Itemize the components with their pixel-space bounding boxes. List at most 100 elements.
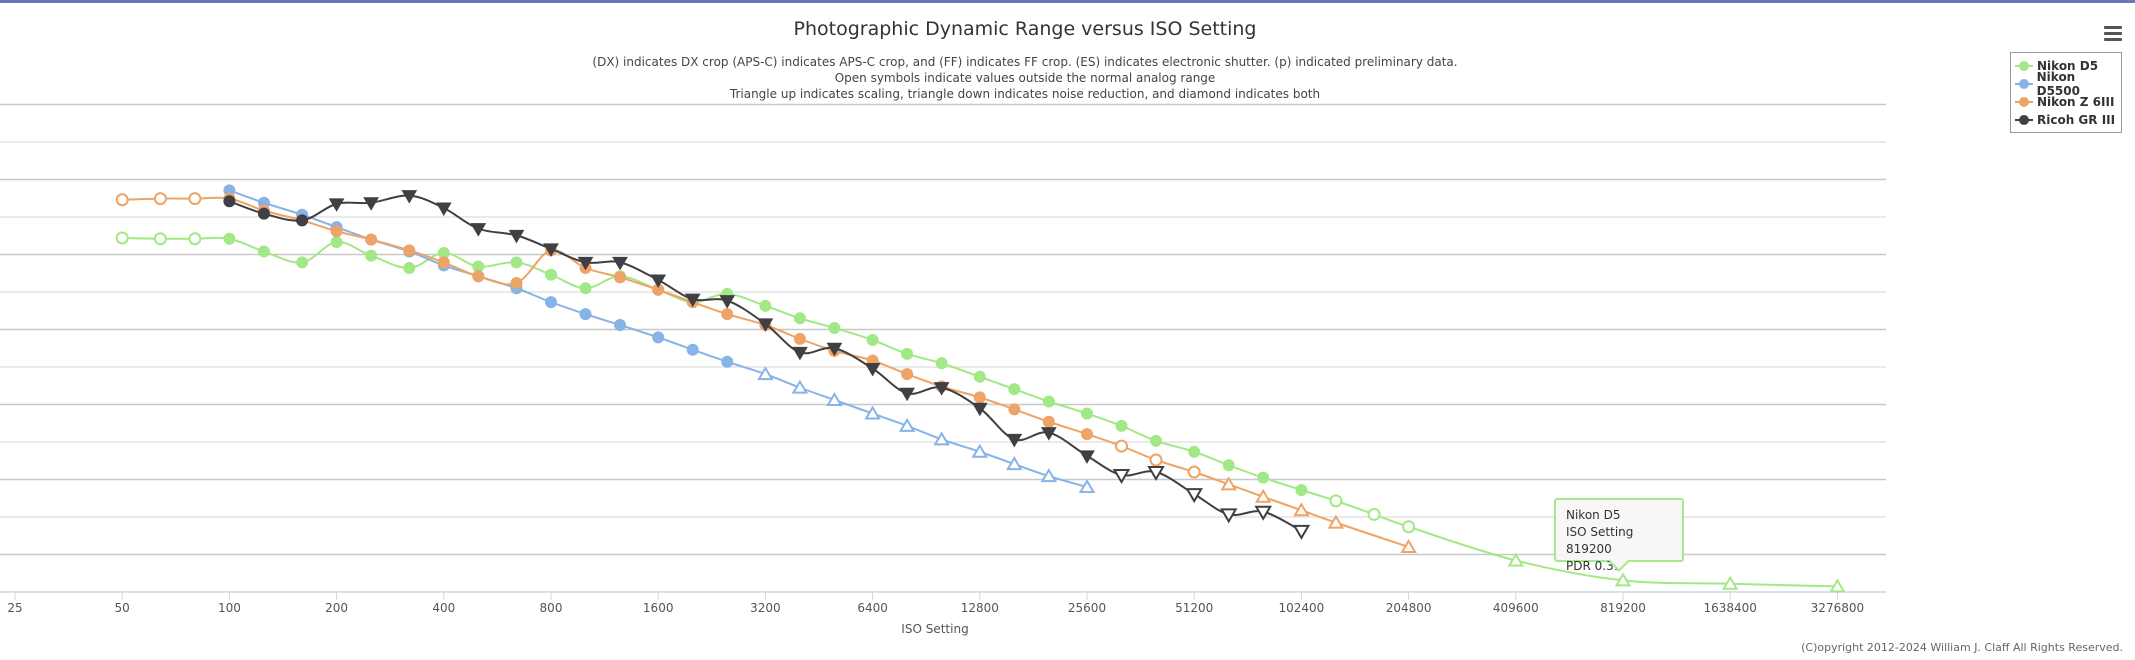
data-point-circle — [257, 245, 270, 258]
x-tick-label: 1638400 — [1703, 601, 1756, 615]
chart-subtitle-line-1: (DX) indicates DX crop (APS-C) indicates… — [592, 55, 1458, 69]
data-point-circle — [1008, 383, 1021, 396]
legend-label: Nikon D5 — [2037, 59, 2099, 73]
data-point-triangle-down — [864, 363, 881, 377]
x-tick-label: 204800 — [1386, 601, 1432, 615]
legend: Nikon D5 Nikon D5500 Nikon Z 6III Ricoh … — [2010, 52, 2122, 133]
data-point-triangle-down — [826, 342, 843, 357]
chart-subtitle-line-2: Open symbols indicate values outside the… — [834, 71, 1216, 85]
data-point-circle — [1115, 439, 1129, 453]
data-point-triangle-up — [1721, 575, 1739, 590]
data-point-circle — [296, 256, 309, 269]
data-point-triangle-up — [971, 443, 989, 458]
data-point-circle — [614, 271, 627, 284]
legend-symbol — [2015, 60, 2033, 72]
x-tick-label: 6400 — [857, 601, 888, 615]
data-point-circle — [223, 195, 236, 208]
data-point-circle — [1042, 415, 1055, 428]
legend-label: Nikon Z 6III — [2037, 95, 2115, 109]
data-point-triangle-down — [1292, 524, 1311, 540]
data-point-triangle-down — [401, 190, 418, 204]
data-point-circle — [403, 262, 416, 274]
legend-label: Ricoh GR III — [2037, 113, 2116, 127]
data-point-circle — [759, 299, 772, 312]
data-point-triangle-down — [1254, 505, 1272, 521]
x-tick-label: 12800 — [961, 601, 999, 615]
data-point-circle — [686, 343, 699, 356]
data-point-triangle-up — [757, 366, 774, 381]
data-point-circle — [579, 308, 592, 321]
legend-item-ricoh-gr-iii[interactable]: Ricoh GR III — [2015, 111, 2121, 129]
data-point-circle — [153, 192, 167, 206]
data-point-triangle-down — [933, 382, 950, 396]
data-point-triangle-down — [1006, 433, 1023, 448]
data-point-triangle-down — [719, 295, 736, 309]
data-point-triangle-up — [1220, 476, 1237, 491]
data-point-circle — [257, 207, 270, 220]
chart-title: Photographic Dynamic Range versus ISO Se… — [793, 18, 1257, 40]
data-point-circle — [1402, 520, 1416, 534]
hamburger-menu-icon[interactable] — [2104, 26, 2122, 42]
data-point-triangle-down — [328, 198, 345, 212]
data-point-triangle-down — [757, 318, 774, 332]
data-point-triangle-up — [1614, 572, 1632, 587]
x-tick-label: 3200 — [750, 601, 781, 615]
data-point-circle — [115, 231, 129, 245]
data-point-circle — [1115, 419, 1128, 432]
data-point-circle — [1149, 453, 1163, 467]
tooltip-iso: ISO Setting 819200 — [1566, 525, 1634, 556]
legend-symbol — [2015, 114, 2033, 126]
data-point-circle — [510, 256, 523, 269]
data-point-circle — [793, 312, 806, 325]
data-point-circle — [115, 193, 129, 207]
data-point-triangle-up — [1293, 502, 1310, 517]
data-point-triangle-down — [543, 243, 559, 257]
data-point-triangle-down — [899, 387, 915, 402]
data-point-circle — [1188, 445, 1201, 458]
data-point-circle — [721, 308, 734, 321]
data-point-triangle-up — [1400, 539, 1417, 553]
x-tick-label: 200 — [325, 601, 348, 615]
legend-item-nikon-z6iii[interactable]: Nikon Z 6III — [2015, 93, 2121, 111]
data-point-circle — [188, 232, 202, 246]
data-point-circle — [153, 232, 167, 246]
chart-subtitle-line-3: Triangle up indicates scaling, triangle … — [729, 87, 1321, 101]
data-point-circle — [793, 332, 806, 345]
x-tick-label: 25600 — [1068, 601, 1106, 615]
data-point-circle — [223, 232, 236, 245]
data-point-circle — [1295, 484, 1308, 496]
data-point-circle — [1257, 471, 1270, 484]
data-point-triangle-down — [684, 293, 701, 308]
data-point-circle — [652, 331, 665, 344]
data-point-circle — [1187, 465, 1201, 479]
data-point-triangle-down — [1219, 508, 1238, 524]
x-tick-label: 102400 — [1278, 601, 1324, 615]
x-tick-label: 800 — [540, 601, 563, 615]
legend-item-nikon-d5[interactable]: Nikon D5 — [2015, 57, 2121, 75]
x-tick-label: 400 — [432, 601, 455, 615]
data-point-circle — [330, 236, 343, 249]
data-point-circle — [365, 249, 378, 262]
data-point-triangle-up — [791, 379, 809, 394]
data-point-circle — [973, 391, 986, 404]
data-point-circle — [472, 270, 485, 283]
legend-item-nikon-d5500[interactable]: Nikon D5500 — [2015, 70, 2121, 98]
x-axis-title: ISO Setting — [901, 622, 969, 636]
data-point-circle — [579, 282, 592, 295]
data-point-triangle-down — [1112, 469, 1131, 484]
tooltip-value: PDR 0.31 — [1566, 559, 1622, 573]
data-point-circle — [365, 233, 378, 246]
data-point-circle — [1081, 428, 1093, 441]
data-point-triangle-down — [577, 256, 594, 271]
data-point-circle — [901, 347, 914, 360]
x-tick-label: 25 — [7, 601, 22, 615]
x-tick-label: 409600 — [1493, 601, 1539, 615]
data-point-triangle-up — [1327, 514, 1345, 529]
legend-symbol — [2015, 78, 2033, 90]
data-point-circle — [188, 192, 202, 206]
data-point-circle — [1042, 395, 1055, 408]
data-point-triangle-up — [1829, 578, 1846, 593]
data-point-circle — [1222, 459, 1235, 472]
data-point-triangle-up — [826, 392, 843, 406]
